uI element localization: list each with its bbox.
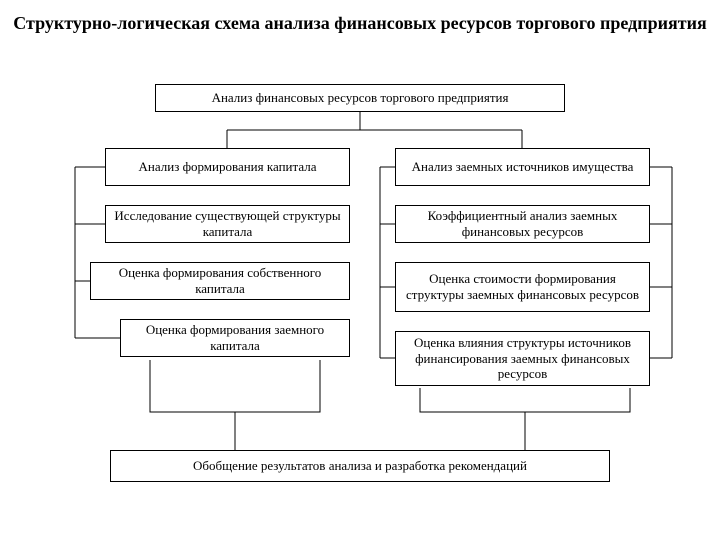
page-title: Структурно-логическая схема анализа фина… [0, 12, 720, 35]
left-c: Оценка формирования собственного капитал… [90, 262, 350, 300]
root-box: Анализ финансовых ресурсов торгового пре… [155, 84, 565, 112]
left-b: Исследование существующей структуры капи… [105, 205, 350, 243]
left-a: Анализ формирования капитала [105, 148, 350, 186]
diagram-page: Структурно-логическая схема анализа фина… [0, 0, 720, 540]
left-d: Оценка формирования заемного капитала [120, 319, 350, 357]
right-d: Оценка влияния структуры источников фина… [395, 331, 650, 386]
right-a: Анализ заемных источников имущества [395, 148, 650, 186]
bottom-box: Обобщение результатов анализа и разработ… [110, 450, 610, 482]
right-b: Коэффициентный анализ заемных финансовых… [395, 205, 650, 243]
right-c: Оценка стоимости формирования структуры … [395, 262, 650, 312]
